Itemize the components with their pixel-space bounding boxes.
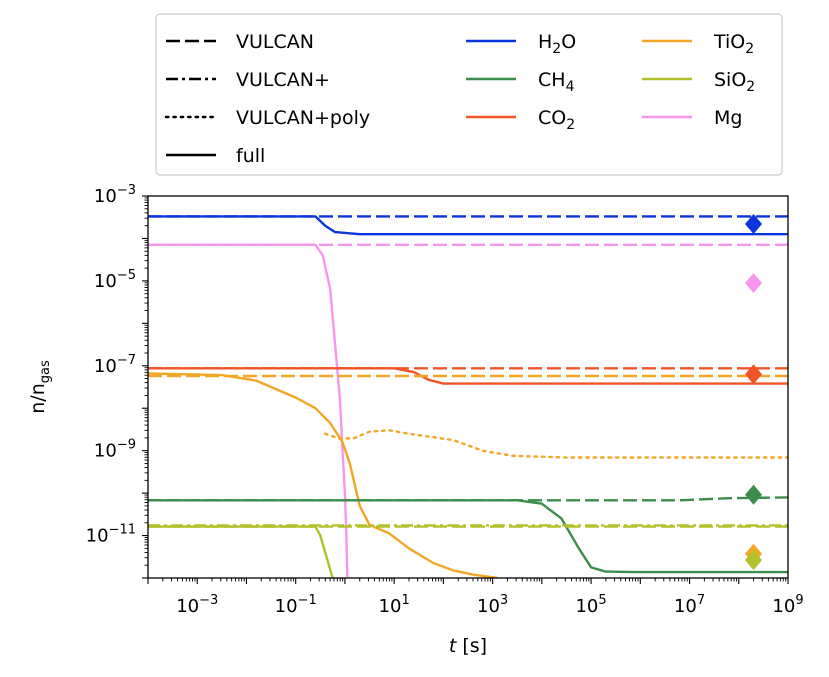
y-tick-label: 10−5 — [94, 268, 136, 292]
x-axis-label-unit: [s] — [462, 635, 487, 657]
marker-co2 — [745, 364, 763, 385]
series-ch4-full — [148, 499, 788, 574]
legend-label-co2: CO2 — [538, 107, 575, 133]
marker-layer — [745, 214, 763, 571]
series-mg-full — [148, 243, 349, 578]
plot-area: 10−3 10−1 101 103 105 107 109 10−3 10−5 10−7 10−9… — [86, 183, 804, 617]
series-h2o-full — [148, 215, 788, 236]
legend-label-mg: Mg — [714, 107, 742, 129]
x-tick-label: 105 — [575, 593, 606, 617]
x-tick-label: 10−3 — [176, 593, 218, 617]
legend-label-full: full — [236, 145, 265, 167]
marker-mg — [745, 273, 763, 294]
legend-label-ch4: CH4 — [538, 69, 575, 95]
y-tick-label: 10−7 — [94, 353, 136, 377]
x-tick-label: 109 — [772, 593, 803, 617]
legend-label-vulcan-pluspoly: VULCAN+poly — [236, 107, 370, 129]
series-layer — [148, 215, 788, 578]
x-tick-label: 103 — [477, 593, 508, 617]
legend-frame — [155, 13, 783, 176]
legend: VULCAN VULCAN+ VULCAN+poly full H2O CH4 CO2 Ti… — [155, 13, 783, 176]
legend-label-vulcan-plus: VULCAN+ — [236, 69, 330, 91]
y-tick-label: 10−9 — [94, 438, 136, 462]
y-tick-label: 10−11 — [86, 523, 136, 547]
x-tick-label: 101 — [379, 593, 410, 617]
y-tick-label: 10−3 — [94, 183, 136, 207]
series-tio2-vulcan-pluspoly — [324, 429, 788, 459]
series-sio2-full — [148, 525, 334, 578]
y-axis-label-sub: gas — [38, 360, 53, 383]
x-axis-label: t [s] — [449, 635, 487, 657]
x-tick-label: 10−1 — [275, 593, 317, 617]
marker-h2o — [745, 214, 763, 235]
marker-ch4 — [745, 484, 763, 505]
legend-label-vulcan: VULCAN — [236, 31, 314, 53]
legend-label-tio2: TiO2 — [713, 31, 754, 57]
legend-species-entries: H2O CH4 CO2 TiO2 SiO2 Mg — [466, 31, 755, 133]
plot-frame — [147, 195, 789, 579]
x-axis-label-var: t — [449, 635, 458, 657]
x-tick-label: 107 — [674, 593, 705, 617]
legend-style-entries: VULCAN VULCAN+ VULCAN+poly full — [164, 31, 370, 167]
y-axis-label: n/ngas — [27, 360, 53, 414]
marker-sio2 — [745, 550, 763, 571]
y-axis-label-base: n/n — [27, 383, 49, 414]
legend-label-h2o: H2O — [538, 31, 576, 57]
legend-label-sio2: SiO2 — [714, 69, 755, 95]
y-axis-ticks: 10−3 10−5 10−7 10−9 10−11 — [86, 183, 148, 579]
series-tio2-full — [148, 372, 498, 578]
x-axis-ticks: 10−3 10−1 101 103 105 107 109 — [147, 578, 804, 617]
